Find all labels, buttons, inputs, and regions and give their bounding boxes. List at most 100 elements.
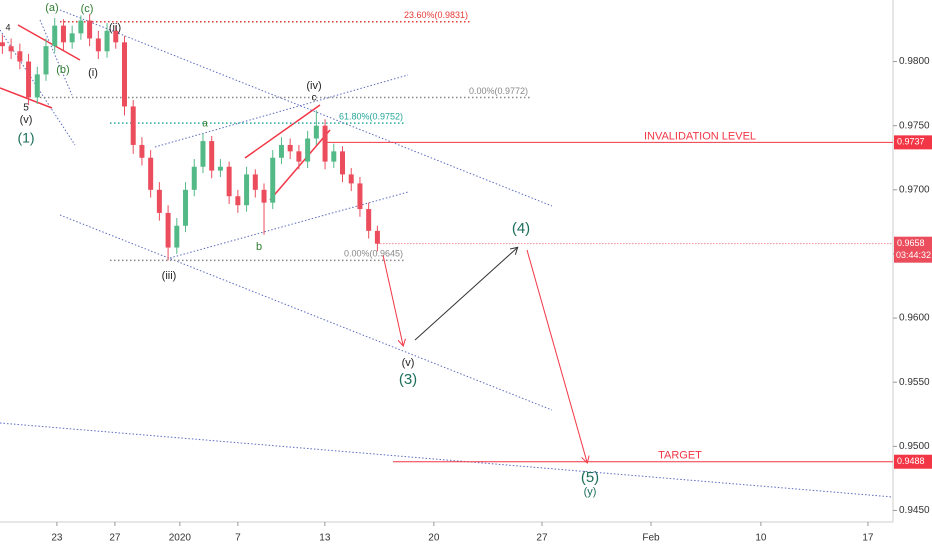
x-tick-label: 20 xyxy=(428,533,440,544)
wave-label: a xyxy=(202,119,208,130)
candle-body xyxy=(313,125,319,139)
candle-body xyxy=(305,138,311,162)
wave-label: b xyxy=(256,241,262,253)
candle-body xyxy=(156,189,162,213)
wave-label: (i) xyxy=(88,67,98,79)
wave-label: (v) xyxy=(402,357,415,369)
x-tick-label: 17 xyxy=(862,533,874,544)
candle-body xyxy=(348,174,354,184)
candle-body xyxy=(374,230,380,244)
fib-label: 0.00%(0.9645) xyxy=(344,249,403,259)
candle-body xyxy=(331,151,337,162)
candle-body xyxy=(34,74,40,98)
wave-label: 4 xyxy=(5,22,10,32)
price-box xyxy=(894,236,932,263)
y-tick-label: 0.9700 xyxy=(899,184,930,195)
candle-body xyxy=(340,151,346,175)
wedge-line xyxy=(0,87,53,109)
candle-body xyxy=(244,174,250,206)
wave-label: (iv) xyxy=(306,80,321,92)
drawings xyxy=(0,9,894,498)
level-label: INVALIDATION LEVEL xyxy=(644,130,756,142)
channel-line xyxy=(59,214,553,411)
x-tick-label: 2020 xyxy=(169,533,192,544)
wave-label: (v) xyxy=(20,114,33,126)
channel-line xyxy=(169,191,409,259)
candle-body xyxy=(52,25,58,47)
wave-label: c xyxy=(312,93,317,104)
y-tick-label: 0.9750 xyxy=(899,120,930,131)
candle-body xyxy=(26,61,32,98)
candle-body xyxy=(165,212,171,248)
candle-body xyxy=(191,166,197,190)
candle-body xyxy=(270,157,276,203)
x-tick-label: 27 xyxy=(536,533,548,544)
channel-line xyxy=(0,422,894,498)
y-tick-label: 0.9800 xyxy=(899,56,930,67)
candle-body xyxy=(60,25,66,43)
x-tick-label: 13 xyxy=(319,533,331,544)
candle-body xyxy=(174,225,180,248)
price-box-label: 0.9737 xyxy=(897,137,925,147)
wedge-line xyxy=(17,24,81,61)
candle-body xyxy=(235,196,241,206)
wave-label: 5 xyxy=(23,103,29,114)
wedge-line xyxy=(244,104,321,159)
candle-body xyxy=(69,33,75,43)
wave-label: (c) xyxy=(81,3,94,15)
x-tick-label: 7 xyxy=(235,533,241,544)
candle-body xyxy=(209,141,215,171)
price-box-label: 0.9488 xyxy=(897,456,925,466)
wave-label: (ii) xyxy=(109,22,121,34)
projection-arrow xyxy=(414,248,517,341)
wave-label: (3) xyxy=(399,371,417,388)
wedge-line xyxy=(269,129,331,201)
channel-line xyxy=(59,9,553,207)
price-box xyxy=(894,454,932,469)
candle-body xyxy=(217,166,223,171)
candle-body xyxy=(17,51,23,62)
candle-body xyxy=(8,46,14,52)
x-tick-label: Feb xyxy=(642,533,660,544)
y-tick-label: 0.9600 xyxy=(899,313,930,324)
x-tick-label: 27 xyxy=(109,533,121,544)
wave-label: (iii) xyxy=(162,270,177,282)
projection-arrow xyxy=(382,254,403,345)
y-tick-label: 0.9450 xyxy=(899,505,930,516)
candle-body xyxy=(95,38,101,52)
candle-body xyxy=(78,20,84,34)
candle-body xyxy=(366,209,372,231)
candle-body xyxy=(0,42,5,47)
level-label: TARGET xyxy=(658,450,702,462)
candle-body xyxy=(148,157,154,190)
wave-label: (5) xyxy=(581,469,599,486)
candle-body xyxy=(43,46,49,75)
candle-body xyxy=(183,189,189,226)
candle-body xyxy=(287,144,293,152)
y-tick-label: 0.9500 xyxy=(899,441,930,452)
fib-label: 61.80%(0.9752) xyxy=(339,112,403,122)
candle-body xyxy=(130,106,136,145)
candle-body xyxy=(261,189,267,203)
candle-body xyxy=(322,125,328,162)
wave-label: (1) xyxy=(17,130,34,146)
x-tick-label: 23 xyxy=(51,533,63,544)
countdown: 03:44:32 xyxy=(896,250,931,260)
price-box xyxy=(894,135,932,150)
channel-line xyxy=(39,19,73,96)
wave-label: (b) xyxy=(56,64,69,76)
y-tick-label: 0.9550 xyxy=(899,377,930,388)
candle-body xyxy=(104,30,110,52)
candle-body xyxy=(296,151,302,162)
candle-body xyxy=(113,30,119,43)
fib-label: 0.00%(0.9772) xyxy=(469,86,528,96)
projection-arrow xyxy=(526,249,587,462)
candle-body xyxy=(357,183,363,210)
wave-label: (y) xyxy=(584,486,597,498)
candle-body xyxy=(87,20,93,39)
candle-body xyxy=(252,174,258,190)
candle-body xyxy=(200,141,206,167)
candle-body xyxy=(121,42,127,107)
